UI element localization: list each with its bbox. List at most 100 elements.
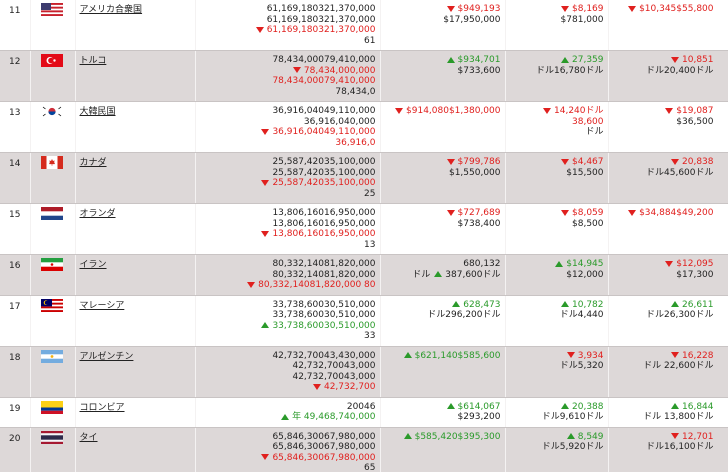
country-link[interactable]: 大韓民国 (79, 107, 116, 117)
flag-cell (30, 203, 76, 255)
value-text: ドル5,320 (559, 361, 604, 371)
value-line: $614,067 (385, 402, 501, 413)
rank: 15 (0, 203, 31, 255)
value-cell: 80,332,14081,820,000 80,332,14081,820,000… (195, 254, 381, 296)
value-text: 25 (364, 188, 376, 199)
value-text: $4,467 (572, 157, 604, 167)
value-text: $10,345$55,800 (639, 4, 714, 14)
country-link[interactable]: イラン (79, 260, 107, 270)
value-cell: $585,420$395,300 (380, 427, 506, 472)
value-cell: $14,945 $12,000 (505, 254, 609, 296)
country-link[interactable]: マレーシア (79, 300, 125, 311)
value-text: ドル 22,600ドル (643, 361, 714, 371)
value-line: 25,587,42035,100,000 (200, 157, 375, 168)
value-line: 14,240ドル (510, 106, 604, 117)
value-text: 36,916,0 (335, 137, 376, 148)
up-arrow (434, 271, 443, 277)
up-arrow (561, 56, 569, 63)
value-text: 680,132 (463, 259, 501, 269)
value-text: 13,806,16016,950,000 (272, 218, 376, 229)
value-text: 10,851 (682, 55, 714, 65)
value-line: ドル296,200ドル (385, 310, 500, 321)
value-line: $914,080$1,380,000 (385, 106, 501, 117)
flag-cell (30, 254, 76, 296)
value-text: $585,420$395,300 (414, 431, 501, 442)
down-arrow (665, 107, 674, 114)
value-line: $8,059 (510, 208, 604, 219)
value-text: 25,587,42035,100,000 (272, 167, 376, 178)
rank: 16 (0, 254, 31, 296)
down-arrow (446, 209, 455, 216)
value-text: $733,600 (457, 65, 501, 76)
value-cell: 20046 年 49,468,740,000 (195, 397, 381, 428)
table-row: 20 タイ 65,846,30067,980,000 65,846,30067,980… (0, 427, 728, 472)
value-text: 33,738,60030,510,000 (272, 320, 376, 331)
value-text: 33,738,60030,510,000 (272, 310, 376, 320)
country-cell: コロンビア (75, 397, 196, 428)
value-line: 80,332,14081,820,000 (200, 270, 375, 281)
value-line: 3,934 (510, 351, 604, 362)
value-line: 65,846,30067,980,000 (200, 453, 376, 464)
value-text: $19,087 (676, 106, 714, 116)
rank: 20 (0, 427, 31, 472)
value-cell: $34,884$49,200 (608, 203, 728, 255)
value-text: $614,067 (457, 401, 501, 412)
value-line: $293,200 (385, 412, 501, 423)
value-cell: 33,738,60030,510,000 33,738,60030,510,000… (195, 295, 381, 347)
down-arrow (312, 383, 321, 390)
table-row: 19 コロンビア 20046 年 49,468,740,000 $614,067 $293… (0, 397, 728, 428)
value-line: 36,916,04049,110,000 (200, 127, 376, 138)
country-link[interactable]: カナダ (79, 158, 107, 168)
country-link[interactable]: トルコ (79, 56, 107, 66)
down-arrow (446, 158, 455, 165)
flag-cell (30, 101, 76, 153)
down-arrow (255, 26, 264, 33)
rank: 14 (0, 152, 31, 204)
value-text: 65,846,30067,980,000 (272, 452, 376, 463)
value-line: 78,434,00079,410,000 (200, 76, 375, 87)
country-link[interactable]: アメリカ合衆国 (79, 5, 143, 15)
value-line: ドル9,610ドル (510, 412, 604, 423)
country-cell: 大韓民国 (75, 101, 196, 153)
value-text: 33,738,60030,510,000 (272, 299, 376, 310)
value-text: ドル9,610ドル (541, 412, 604, 422)
country-link[interactable]: コロンビア (79, 402, 125, 413)
country-link[interactable]: アルゼンチン (79, 351, 134, 362)
up-arrow (403, 352, 412, 358)
value-cell: 16,228 ドル 22,600ドル (608, 346, 728, 398)
down-arrow (628, 209, 637, 216)
country-link[interactable]: タイ (79, 432, 98, 443)
flag-cell (30, 427, 76, 472)
value-cell: $19,087 $36,500 (608, 101, 728, 153)
value-cell: $799,786 $1,550,000 (380, 152, 506, 204)
flag (40, 298, 63, 312)
value-line: $14,945 (510, 259, 604, 270)
value-line: 42,732,70043,000 (200, 372, 375, 383)
value-text: $1,550,000 (448, 167, 501, 178)
down-arrow (561, 209, 569, 216)
value-line: 65,846,30067,980,000 (200, 431, 376, 443)
value-line: 680,132 (385, 259, 501, 270)
value-text: 78,434,000,000 (303, 65, 376, 76)
value-text: 27,359 (572, 55, 604, 65)
value-line: 61,169,180321,370,000 (200, 25, 376, 36)
value-text: 16,228 (682, 350, 714, 361)
value-cell: $621,140$585,600 (380, 346, 506, 398)
value-line: $15,500 (510, 168, 603, 179)
value-line: 33,738,60030,510,000 (200, 321, 376, 332)
up-arrow (561, 403, 569, 409)
value-line: 628,473 (385, 300, 501, 311)
value-line: 36,916,0 (200, 137, 376, 149)
value-text: 61,169,180321,370,000 (266, 14, 376, 25)
country-link[interactable]: オランダ (79, 209, 116, 219)
value-text: 61,169,180321,370,000 (266, 4, 376, 14)
flag (40, 430, 63, 444)
value-text: 20,388 (572, 401, 604, 412)
value-line: 年 49,468,740,000 (200, 412, 376, 423)
rank: 12 (0, 50, 31, 102)
value-text: $293,200 (457, 412, 501, 422)
value-cell: 26,611 ドル26,300ドル (608, 295, 728, 347)
flag-cell (30, 50, 76, 102)
value-text: 65,846,30067,980,000 (272, 431, 376, 442)
